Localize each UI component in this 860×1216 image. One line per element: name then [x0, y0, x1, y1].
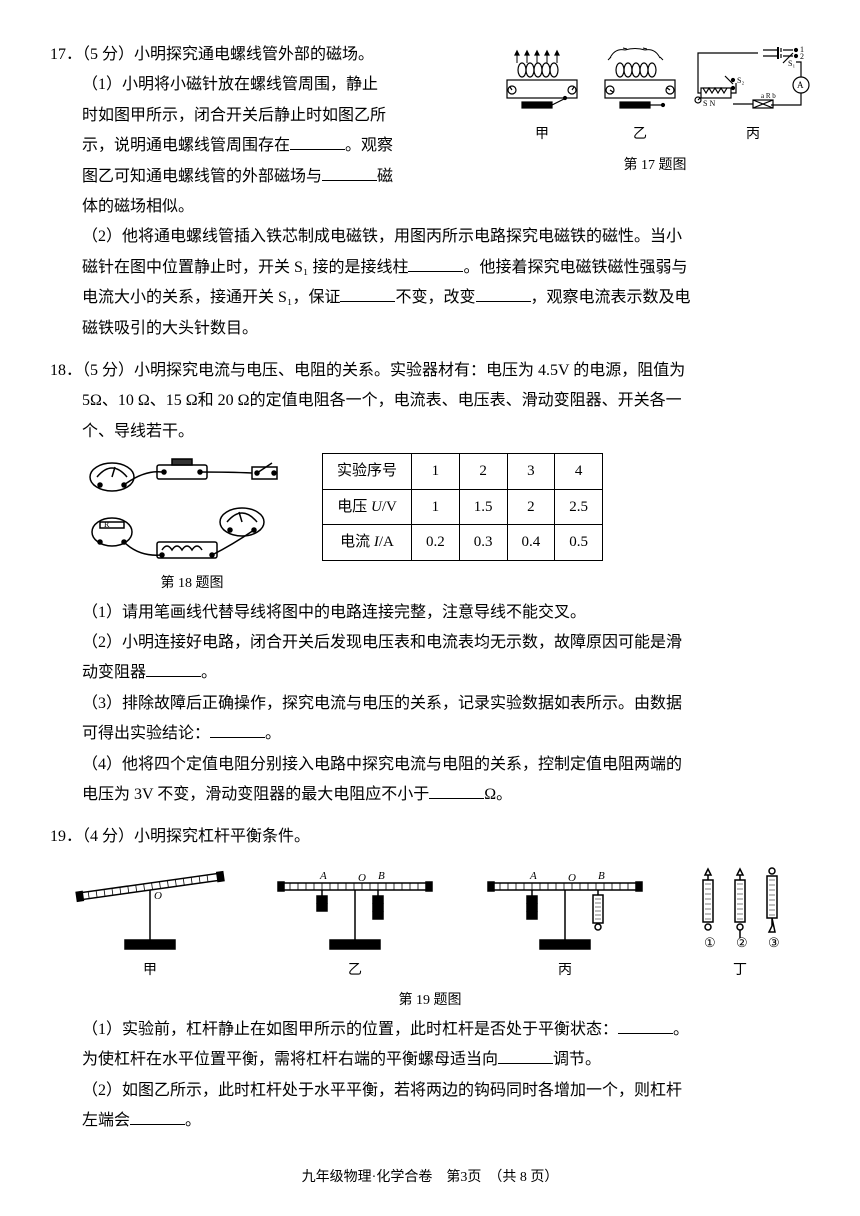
svg-text:S₁: S₁: [788, 59, 795, 68]
q18-p4b-line: 电压为 3V 不变，滑动变阻器的最大电阻应不小于Ω。: [50, 780, 810, 810]
blank-19-1[interactable]: [618, 1018, 673, 1034]
q18-p3b-line: 可得出实验结论：。: [50, 719, 810, 749]
svg-text:S N: S N: [703, 99, 715, 108]
q17-fig-jia: 甲: [497, 40, 587, 149]
q17-p2d-line: 电流大小的关系，接通开关 S₁，保证不变，改变，观察电流表示数及电: [50, 283, 810, 313]
q19-p1c-line: 为使杠杆在水平位置平衡，需将杠杆右端的平衡螺母适当向调节。: [50, 1045, 810, 1075]
blank-17-1[interactable]: [290, 134, 345, 150]
q19-p2a: （2）如图乙所示，此时杠杆处于水平平衡，若将两边的钩码同时各增加一个，则杠杆: [50, 1076, 810, 1106]
q19-fig-ding: ① ② ③ 丁: [690, 861, 790, 985]
blank-19-3[interactable]: [130, 1109, 185, 1125]
q18-line1: 18．（5 分）小明探究电流与电压、电阻的关系。实验器材有：电压为 4.5V 的…: [50, 356, 810, 386]
q18-line3: 个、导线若干。: [50, 417, 810, 447]
blank-17-3[interactable]: [408, 256, 463, 272]
q17-p2b-line: 磁针在图中位置静止时，开关 S₁ 接的是接线柱。他接着探究电磁铁磁性强弱与: [50, 253, 810, 283]
svg-text:A: A: [797, 80, 804, 90]
q18-p4a: （4）他将四个定值电阻分别接入电路中探究电流与电阻的关系，控制定值电阻两端的: [50, 750, 810, 780]
blank-19-2[interactable]: [498, 1048, 553, 1064]
question-17: 甲 乙: [50, 40, 810, 344]
q18-line2: 5Ω、10 Ω、15 Ω和 20 Ω的定值电阻各一个，电流表、电压表、滑动变阻器…: [50, 386, 810, 416]
blank-18-3[interactable]: [210, 722, 265, 738]
blank-17-2[interactable]: [322, 165, 377, 181]
blank-18-4[interactable]: [429, 783, 484, 799]
q17-fig-yi: 乙: [595, 40, 685, 149]
q19-p2b-line: 左端会。: [50, 1106, 810, 1136]
q18-p2a: （2）小明连接好电路，闭合开关后发现电压表和电流表均无示数，故障原因可能是滑: [50, 628, 810, 658]
svg-text:S₂: S₂: [737, 76, 744, 85]
svg-text:O: O: [568, 872, 576, 884]
q18-p3a: （3）排除故障后正确操作，探究电流与电压的关系，记录实验数据如表所示。由数据: [50, 689, 810, 719]
q19-p1a-line: （1）实验前，杠杆静止在如图甲所示的位置，此时杠杆是否处于平衡状态：。: [50, 1015, 810, 1045]
question-19: 19．（4 分）小明探究杠杆平衡条件。 O 甲: [50, 822, 810, 1136]
q17-fig-bing: 1 2 S₁ A a R b S₂ S N: [693, 40, 813, 149]
svg-text:②: ②: [736, 935, 748, 950]
svg-text:2: 2: [800, 52, 804, 61]
q18-circuit-figure: R 第 18 题图: [82, 447, 302, 598]
q19-fig-jia: O 甲: [70, 861, 230, 985]
svg-text:③: ③: [768, 935, 780, 950]
blank-18-2[interactable]: [146, 661, 201, 677]
q17-p2a: （2）他将通电螺线管插入铁芯制成电磁铁，用图丙所示电路探究电磁铁的磁性。当小: [50, 222, 810, 252]
q17-p1g: 体的磁场相似。: [50, 192, 810, 222]
svg-text:B: B: [598, 870, 605, 882]
svg-text:O: O: [154, 890, 162, 902]
q19-figure-caption: 第 19 题图: [50, 988, 810, 1015]
q17-figure-caption: 第 17 题图: [500, 153, 810, 180]
svg-text:B: B: [378, 870, 385, 882]
svg-text:O: O: [358, 872, 366, 884]
page-footer: 九年级物理·化学合卷 第3页 （共 8 页）: [0, 1165, 860, 1192]
svg-text:A: A: [529, 870, 537, 882]
blank-17-4[interactable]: [340, 286, 395, 302]
svg-text:A: A: [319, 870, 327, 882]
svg-text:①: ①: [704, 935, 716, 950]
q19-figure-row: O 甲 A O B 乙: [50, 861, 810, 985]
svg-text:a R b: a R b: [761, 92, 776, 100]
q19-fig-yi: A O B 乙: [270, 861, 440, 985]
q19-line1: 19．（4 分）小明探究杠杆平衡条件。: [50, 822, 810, 852]
svg-text:R: R: [104, 520, 110, 529]
q18-p2b-line: 动变阻器。: [50, 658, 810, 688]
q18-p1: （1）请用笔画线代替导线将图中的电路连接完整，注意导线不能交叉。: [50, 598, 810, 628]
q19-fig-bing: A O B 丙: [480, 861, 650, 985]
q17-p2g: 磁铁吸引的大头针数目。: [50, 314, 810, 344]
question-18: 18．（5 分）小明探究电流与电压、电阻的关系。实验器材有：电压为 4.5V 的…: [50, 356, 810, 811]
blank-17-5[interactable]: [476, 286, 531, 302]
q17-figure-block: 甲 乙: [500, 40, 810, 179]
q18-data-table: 实验序号 1 2 3 4 电压 U/V 1 1.5 2 2.5 电流 I/A 0…: [322, 447, 603, 567]
